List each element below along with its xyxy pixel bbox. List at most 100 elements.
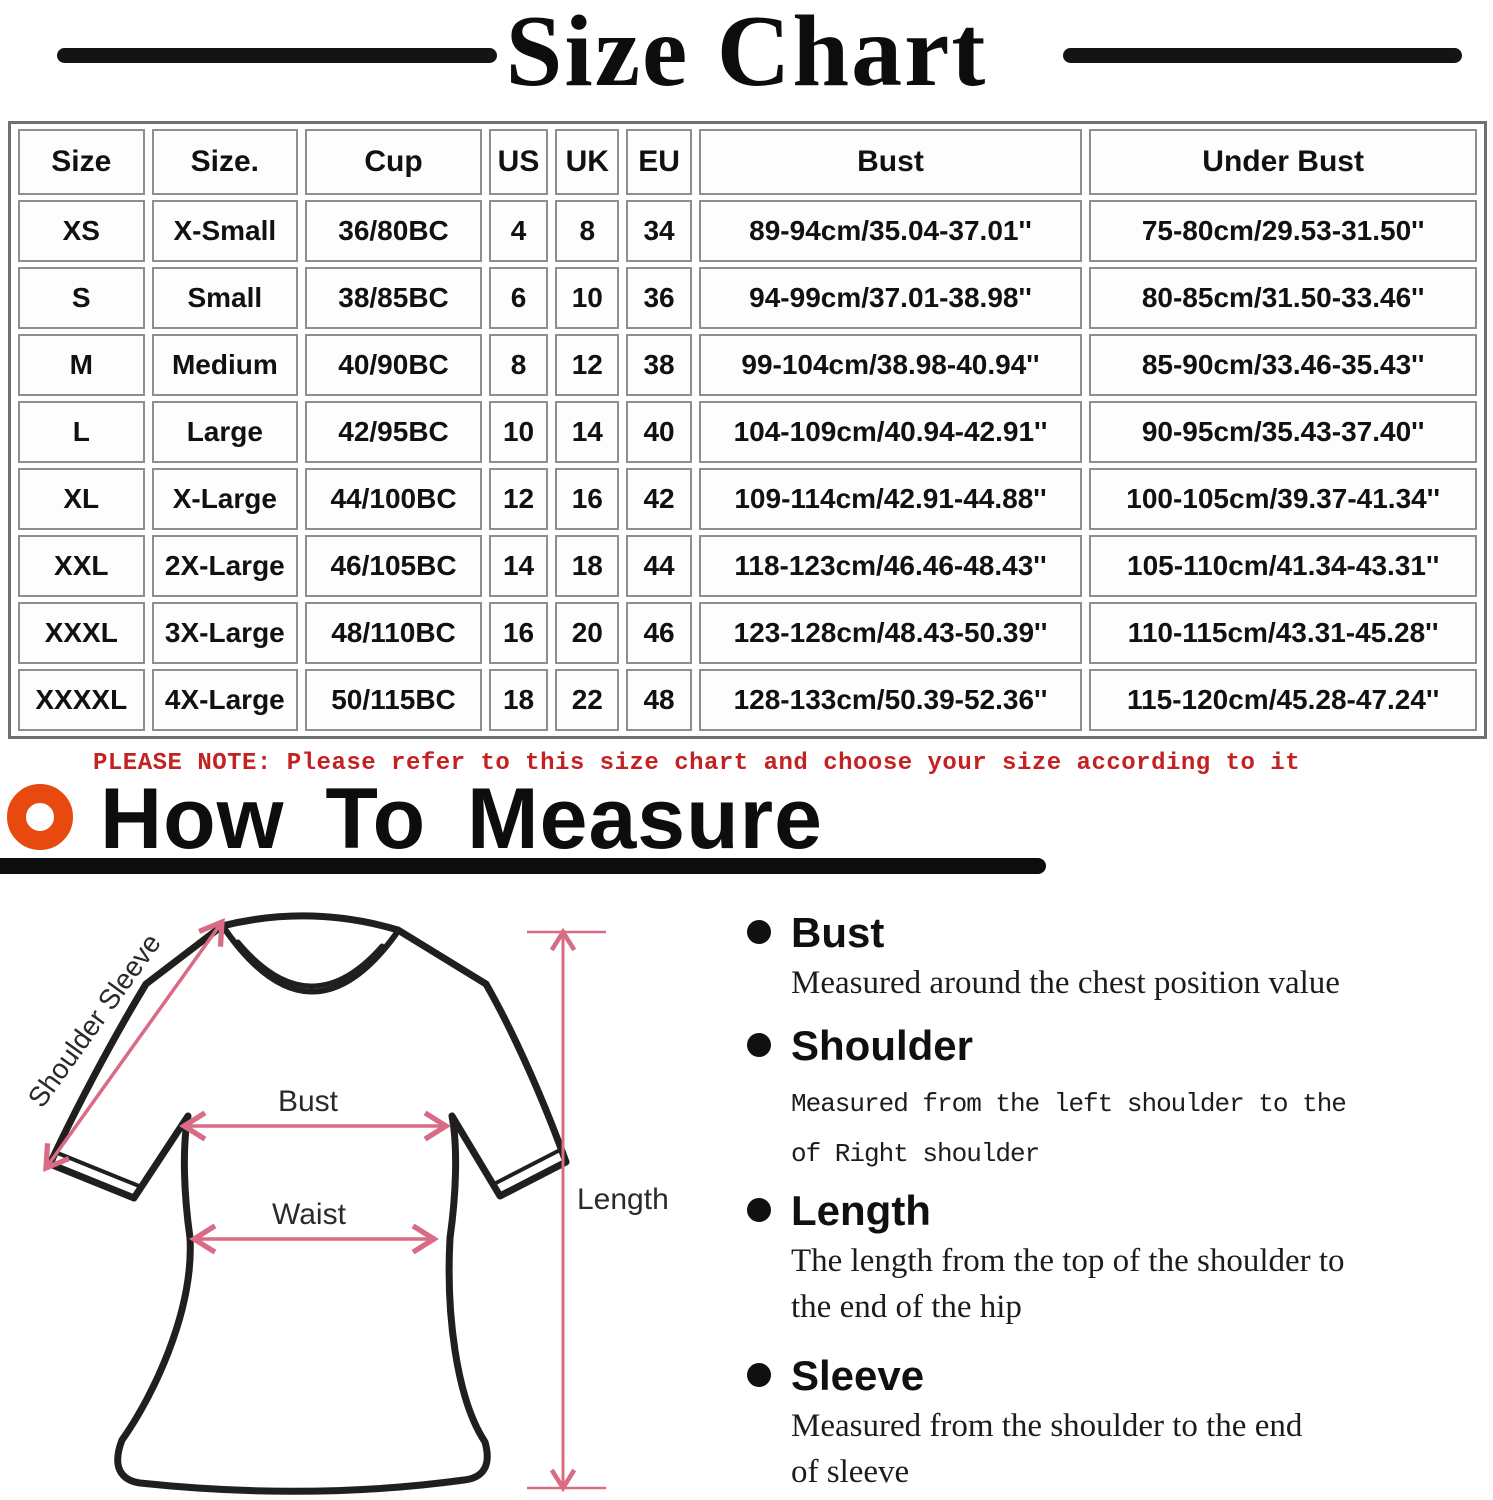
bullet-dot-icon — [747, 1363, 771, 1387]
size-cell: 115-120cm/45.28-47.24'' — [1089, 669, 1477, 731]
table-row: XS X-Small 36/80BC 4 8 34 89-94cm/35.04-37.01'… — [18, 200, 1477, 262]
collar-band-line — [235, 939, 385, 989]
desc-sleeve: Measured from the shoulder to the end of… — [791, 1408, 1303, 1490]
size-cell: 42/95BC — [305, 401, 482, 463]
size-cell: Large — [151, 401, 299, 463]
size-cell: 42 — [626, 468, 692, 530]
header-cell: US — [488, 129, 549, 195]
size-cell: 36/80BC — [305, 200, 482, 262]
header-cell: Size — [18, 129, 145, 195]
size-cell: 2X-Large — [151, 535, 299, 597]
size-cell: 20 — [555, 602, 620, 664]
size-cell: 38 — [626, 334, 692, 396]
desc-length: The length from the top of the shoulder … — [791, 1243, 1345, 1325]
size-cell: X-Large — [151, 468, 299, 530]
size-cell: XXXL — [18, 602, 145, 664]
size-cell: 8 — [555, 200, 620, 262]
measure-diagram: Shoulder Sleeve Bust Waist Length — [22, 912, 669, 1495]
size-cell: M — [18, 334, 145, 396]
size-cell: 18 — [555, 535, 620, 597]
table-row: L Large 42/95BC 10 14 40 104-109cm/40.94-42.91… — [18, 401, 1477, 463]
size-cell: 44 — [626, 535, 692, 597]
how-to-measure-heading: How To Measure — [100, 771, 823, 867]
size-cell: 48/110BC — [305, 602, 482, 664]
heading-underline — [0, 858, 1046, 874]
size-cell: 75-80cm/29.53-31.50'' — [1089, 200, 1477, 262]
size-cell: 34 — [626, 200, 692, 262]
size-cell: 10 — [555, 267, 620, 329]
page-title: Size Chart — [505, 0, 988, 108]
size-cell: 85-90cm/33.46-35.43'' — [1089, 334, 1477, 396]
list-item-length: Length The length from the top of the sh… — [745, 1188, 1451, 1330]
title-bar-right — [1063, 48, 1462, 63]
size-cell: 14 — [488, 535, 549, 597]
header-cell: EU — [626, 129, 692, 195]
table-row: XL X-Large 44/100BC 12 16 42 109-114cm/42.91-4… — [18, 468, 1477, 530]
size-cell: 128-133cm/50.39-52.36'' — [698, 669, 1083, 731]
shoulder-sleeve-arrow — [43, 917, 225, 1173]
size-table: Size Size. Cup US UK EU Bust Under Bust XS X-Sma… — [8, 121, 1487, 739]
diagram-label-length: Length — [577, 1183, 669, 1216]
size-cell: 44/100BC — [305, 468, 482, 530]
size-cell: 100-105cm/39.37-41.34'' — [1089, 468, 1477, 530]
list-item-bust: Bust Measured around the chest position … — [745, 910, 1451, 1006]
size-cell: 36 — [626, 267, 692, 329]
table-row: M Medium 40/90BC 8 12 38 99-104cm/38.98-40.94'… — [18, 334, 1477, 396]
size-cell: 4X-Large — [151, 669, 299, 731]
desc-bust: Measured around the chest position value — [791, 965, 1340, 1001]
size-cell: 99-104cm/38.98-40.94'' — [698, 334, 1083, 396]
size-cell: 94-99cm/37.01-38.98'' — [698, 267, 1083, 329]
size-cell: 40/90BC — [305, 334, 482, 396]
title-bar-left — [57, 48, 497, 63]
size-cell: 16 — [555, 468, 620, 530]
table-row: XXXL 3X-Large 48/110BC 16 20 46 123-128cm/48.4… — [18, 602, 1477, 664]
size-cell: 123-128cm/48.43-50.39'' — [698, 602, 1083, 664]
size-cell: 12 — [488, 468, 549, 530]
size-cell: 50/115BC — [305, 669, 482, 731]
size-cell: L — [18, 401, 145, 463]
donut-icon — [7, 784, 73, 850]
header-cell: Cup — [305, 129, 482, 195]
term-sleeve: Sleeve — [791, 1352, 925, 1399]
term-bust: Bust — [791, 909, 885, 956]
size-cell: 118-123cm/46.46-48.43'' — [698, 535, 1083, 597]
size-cell: 3X-Large — [151, 602, 299, 664]
size-cell: XXXXL — [18, 669, 145, 731]
header-cell: Size. — [151, 129, 299, 195]
bullet-dot-icon — [747, 1198, 771, 1222]
size-cell: 6 — [488, 267, 549, 329]
size-cell: 110-115cm/43.31-45.28'' — [1089, 602, 1477, 664]
table-row: S Small 38/85BC 6 10 36 94-99cm/37.01-38.98'' 8… — [18, 267, 1477, 329]
header-cell: Bust — [698, 129, 1083, 195]
size-cell: 105-110cm/41.34-43.31'' — [1089, 535, 1477, 597]
term-length: Length — [791, 1187, 931, 1234]
note-text: PLEASE NOTE: Please refer to this size c… — [93, 750, 1301, 777]
bullet-dot-icon — [747, 1033, 771, 1057]
size-cell: 10 — [488, 401, 549, 463]
size-cell: 90-95cm/35.43-37.40'' — [1089, 401, 1477, 463]
size-cell: 109-114cm/42.91-44.88'' — [698, 468, 1083, 530]
collar-outer-line — [221, 925, 399, 995]
size-cell: 18 — [488, 669, 549, 731]
size-cell: 22 — [555, 669, 620, 731]
size-cell: Medium — [151, 334, 299, 396]
size-cell: XXL — [18, 535, 145, 597]
diagram-label-bust: Bust — [278, 1085, 339, 1118]
size-cell: 46 — [626, 602, 692, 664]
size-cell: XS — [18, 200, 145, 262]
desc-shoulder: Measured from the left shoulder to the o… — [791, 1089, 1347, 1169]
measure-definitions: Bust Measured around the chest position … — [745, 880, 1465, 1500]
list-item-shoulder: Shoulder Measured from the left shoulder… — [745, 1023, 1451, 1179]
diagram-label-waist: Waist — [272, 1198, 347, 1231]
size-cell: 4 — [488, 200, 549, 262]
size-table-body: XS X-Small 36/80BC 4 8 34 89-94cm/35.04-37.01'… — [18, 200, 1477, 731]
size-cell: 80-85cm/31.50-33.46'' — [1089, 267, 1477, 329]
table-row: XXXXL 4X-Large 50/115BC 18 22 48 128-133cm/50.… — [18, 669, 1477, 731]
size-cell: X-Small — [151, 200, 299, 262]
table-row: XXL 2X-Large 46/105BC 14 18 44 118-123cm/46.46… — [18, 535, 1477, 597]
size-cell: 89-94cm/35.04-37.01'' — [698, 200, 1083, 262]
size-cell: 16 — [488, 602, 549, 664]
size-cell: 40 — [626, 401, 692, 463]
size-cell: 12 — [555, 334, 620, 396]
